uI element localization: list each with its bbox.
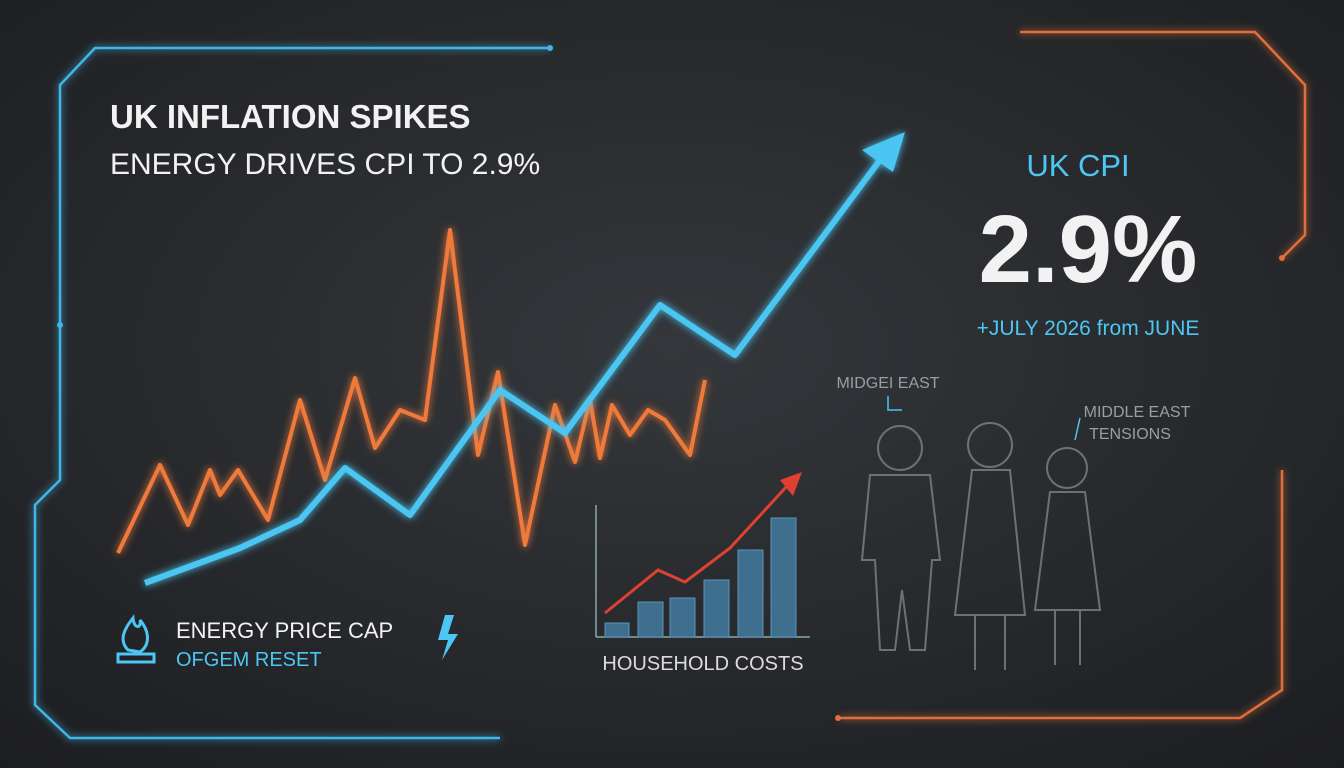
trend-arrow (143, 158, 883, 586)
household-label: HOUSEHOLD COSTS (602, 653, 803, 675)
energy-subtitle: OFGEM RESET (176, 649, 322, 671)
frame (33, 30, 1307, 740)
bolt-icon (438, 615, 458, 660)
callout-right-line1: MIDDLE EAST (1084, 404, 1191, 421)
stat-value: 2.9% (979, 196, 1198, 303)
stat-note: +JULY 2026 from JUNE (977, 317, 1200, 340)
callout-left-pointer (887, 396, 902, 411)
stat-label: UK CPI (1026, 148, 1129, 183)
callout-right-pointer (1074, 417, 1081, 441)
callout-right-line2: TENSIONS (1089, 426, 1171, 443)
household-chart (595, 472, 810, 638)
subtitle: ENERGY DRIVES CPI TO 2.9% (110, 148, 540, 181)
title: UK INFLATION SPIKES (110, 98, 471, 135)
people-illustration (860, 422, 1102, 670)
callout-left: MIDGEI EAST (836, 375, 939, 392)
volatility-line (116, 228, 707, 554)
flame-icon (116, 614, 156, 664)
energy-title: ENERGY PRICE CAP (176, 618, 393, 643)
trend-arrow-head (862, 132, 905, 172)
